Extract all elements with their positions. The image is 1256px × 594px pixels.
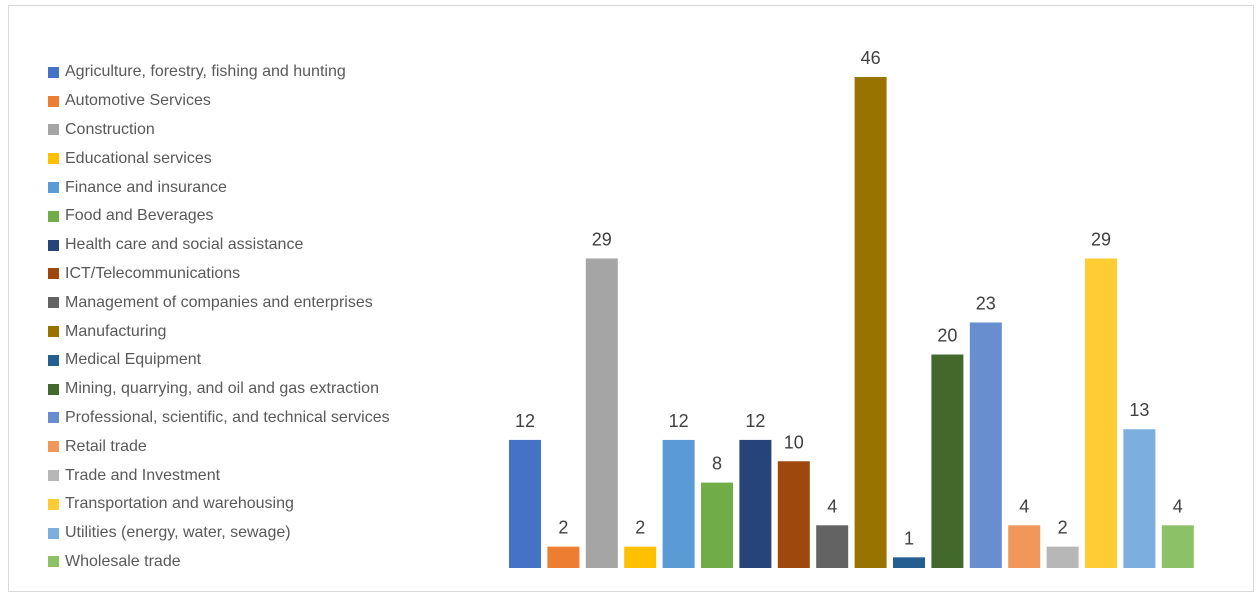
legend-label: Medical Equipment [65, 351, 202, 369]
legend-item: Finance and insurance [48, 173, 390, 202]
legend-item: Automotive Services [48, 87, 390, 116]
legend-item: Agriculture, forestry, fishing and hunti… [48, 58, 390, 87]
legend-swatch [48, 239, 59, 251]
legend-swatch [48, 412, 59, 424]
legend-swatch [48, 297, 59, 309]
legend-label: Transportation and warehousing [65, 495, 294, 513]
bar [1123, 429, 1156, 568]
legend-swatch [48, 153, 59, 165]
legend-item: Construction [48, 116, 390, 145]
bar [969, 322, 1002, 568]
bar [547, 546, 580, 568]
legend-item: Food and Beverages [48, 202, 390, 231]
legend-item: Manufacturing [48, 317, 390, 346]
data-label: 2 [1058, 518, 1068, 538]
legend-swatch [48, 124, 59, 136]
legend-item: Management of companies and enterprises [48, 288, 390, 317]
bar [585, 258, 618, 568]
data-label: 4 [827, 496, 837, 516]
data-label: 46 [861, 48, 881, 68]
data-label: 2 [558, 518, 568, 538]
legend-swatch [48, 441, 59, 453]
data-label: 4 [1019, 496, 1029, 516]
legend-label: Agriculture, forestry, fishing and hunti… [65, 63, 346, 81]
legend-swatch [48, 326, 59, 338]
bar [1161, 525, 1194, 568]
legend-item: ICT/Telecommunications [48, 260, 390, 289]
data-label: 29 [1091, 229, 1111, 249]
data-label: 12 [669, 411, 689, 431]
legend-item: Transportation and warehousing [48, 490, 390, 519]
legend-label: Utilities (energy, water, sewage) [65, 524, 291, 542]
bar [893, 557, 925, 568]
data-label: 12 [745, 411, 765, 431]
legend-swatch [48, 556, 59, 568]
legend-label: Manufacturing [65, 322, 167, 340]
legend-item: Trade and Investment [48, 461, 390, 490]
bar [624, 546, 657, 568]
legend-label: Professional, scientific, and technical … [65, 408, 390, 426]
bar [1046, 546, 1079, 568]
legend-label: Mining, quarrying, and oil and gas extra… [65, 380, 379, 398]
legend-label: Management of companies and enterprises [65, 293, 373, 311]
bar [931, 354, 964, 568]
legend-swatch [48, 210, 59, 222]
legend-swatch [48, 95, 59, 107]
bar [509, 439, 541, 568]
legend-item: Utilities (energy, water, sewage) [48, 519, 390, 548]
data-label: 10 [784, 432, 804, 452]
data-label: 4 [1173, 496, 1183, 516]
legend-label: Finance and insurance [65, 178, 227, 196]
legend-label: Trade and Investment [65, 466, 221, 484]
data-label: 20 [937, 326, 957, 346]
legend-item: Medical Equipment [48, 346, 390, 375]
legend-label: Retail trade [65, 437, 147, 455]
bar [854, 77, 887, 568]
bar [1008, 525, 1041, 568]
bar [739, 439, 772, 568]
legend-swatch [48, 354, 59, 366]
bar [701, 482, 733, 568]
legend-swatch [48, 498, 59, 510]
legend-swatch [48, 383, 59, 395]
legend-item: Educational services [48, 144, 390, 173]
legend-item: Professional, scientific, and technical … [48, 404, 390, 433]
legend-swatch [48, 470, 59, 482]
data-label: 1 [904, 528, 914, 548]
chart-area [8, 5, 1254, 592]
data-label: 12 [515, 411, 535, 431]
legend-item: Wholesale trade [48, 548, 390, 577]
legend-label: Construction [65, 120, 155, 138]
legend-label: Wholesale trade [65, 552, 181, 570]
legend-label: Food and Beverages [65, 207, 214, 225]
legend-label: Health care and social assistance [65, 236, 304, 254]
legend-item: Retail trade [48, 432, 390, 461]
chart-legend: Agriculture, forestry, fishing and hunti… [48, 58, 390, 576]
legend-item: Health care and social assistance [48, 231, 390, 260]
legend-swatch [48, 66, 59, 78]
legend-swatch [48, 527, 59, 539]
bar [816, 525, 849, 568]
legend-swatch [48, 182, 59, 194]
bar [777, 461, 810, 568]
bar [662, 439, 695, 568]
legend-label: Educational services [65, 149, 212, 167]
legend-label: Automotive Services [65, 92, 211, 110]
data-label: 2 [635, 518, 645, 538]
data-label: 29 [592, 229, 612, 249]
legend-item: Mining, quarrying, and oil and gas extra… [48, 375, 390, 404]
legend-swatch [48, 268, 59, 280]
data-label: 8 [712, 454, 722, 474]
bar [1085, 258, 1117, 568]
data-label: 13 [1129, 400, 1149, 420]
data-label: 23 [976, 294, 996, 314]
legend-label: ICT/Telecommunications [65, 264, 241, 282]
